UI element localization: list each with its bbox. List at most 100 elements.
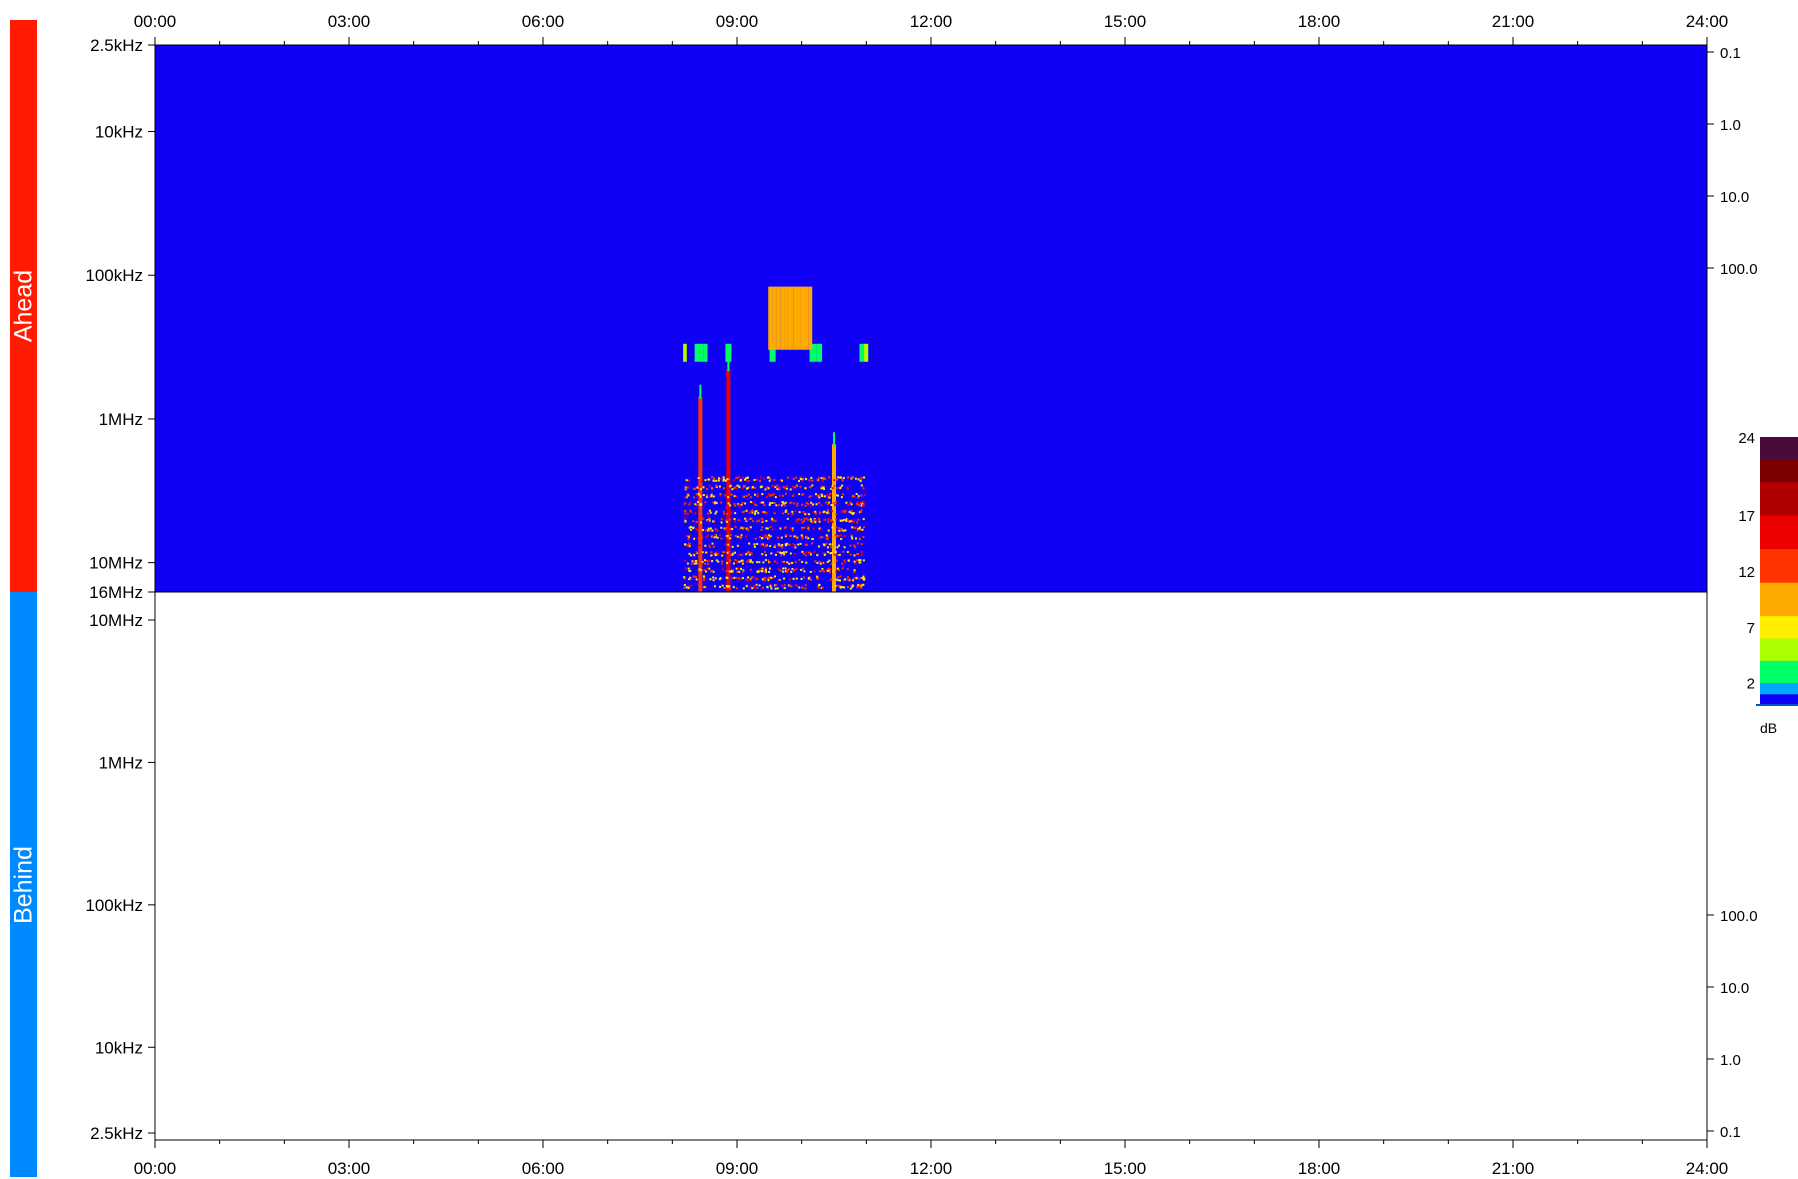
noise-dot <box>766 476 769 479</box>
x-tick-label-bottom: 09:00 <box>716 1159 759 1178</box>
noise-dot <box>799 542 802 545</box>
noise-dot <box>828 569 831 572</box>
noise-dot <box>720 521 723 524</box>
noise-dot <box>745 494 748 497</box>
noise-dot <box>825 511 828 514</box>
noise-dot <box>769 584 772 587</box>
noise-dot <box>761 544 764 547</box>
noise-dot <box>801 494 804 497</box>
noise-dot <box>784 561 787 564</box>
noise-dot <box>749 496 752 499</box>
noise-dot <box>827 501 830 504</box>
noise-dot <box>841 478 844 481</box>
noise-dot <box>822 476 825 479</box>
noise-dot <box>761 526 764 529</box>
noise-dot <box>683 503 686 506</box>
noise-dot <box>774 584 777 587</box>
noise-dot <box>705 496 708 499</box>
noise-dot <box>794 568 797 571</box>
noise-dot <box>779 551 782 554</box>
noise-dot <box>756 492 759 495</box>
noise-dot <box>827 503 830 506</box>
noise-dot <box>722 510 725 513</box>
noise-dot <box>840 529 843 532</box>
noise-dot <box>823 495 826 498</box>
noise-dot <box>746 551 749 554</box>
noise-dot <box>835 526 838 529</box>
noise-dot <box>822 486 825 489</box>
noise-dot <box>705 570 708 573</box>
noise-dot <box>721 560 724 563</box>
noise-dot <box>801 521 804 524</box>
noise-dot <box>746 487 749 490</box>
noise-dot <box>739 537 742 540</box>
noise-dot <box>714 534 717 537</box>
noise-dot <box>819 562 822 565</box>
noise-dot <box>731 577 734 580</box>
colorbar-step <box>1760 476 1798 483</box>
noise-dot <box>695 578 698 581</box>
noise-dot <box>774 553 777 556</box>
noise-dot <box>843 535 846 538</box>
band-segment <box>859 343 864 362</box>
noise-dot <box>791 527 794 530</box>
noise-dot <box>789 535 792 538</box>
noise-dot <box>692 526 695 529</box>
x-tick-label-top: 00:00 <box>134 12 177 31</box>
noise-dot <box>846 487 849 490</box>
noise-dot <box>703 586 706 589</box>
noise-dot <box>839 486 842 489</box>
noise-dot <box>779 479 782 482</box>
noise-dot <box>857 527 860 530</box>
noise-dot <box>714 479 717 482</box>
noise-dot <box>729 485 732 488</box>
noise-dot <box>695 550 698 553</box>
noise-dot <box>818 477 821 480</box>
noise-dot <box>856 501 859 504</box>
noise-dot <box>801 535 804 538</box>
burst-tip <box>833 432 835 447</box>
noise-dot <box>834 518 837 521</box>
colorbar-step <box>1760 598 1798 605</box>
noise-dot <box>860 543 863 546</box>
noise-dot <box>729 537 732 540</box>
noise-dot <box>801 478 804 481</box>
noise-dot <box>773 484 776 487</box>
noise-dot <box>764 554 767 557</box>
noise-dot <box>794 584 797 587</box>
noise-dot <box>712 576 715 579</box>
colorbar: 24 17 12 7 2 dB <box>1738 430 1798 736</box>
noise-dot <box>708 529 711 532</box>
noise-dot <box>735 587 738 590</box>
noise-dot <box>783 584 786 587</box>
noise-dot <box>784 511 787 514</box>
noise-dot <box>801 586 804 589</box>
noise-dot <box>804 487 807 490</box>
noise-dot <box>764 488 767 491</box>
noise-dot <box>697 569 700 572</box>
noise-dot <box>769 525 772 528</box>
noise-dot <box>704 559 707 562</box>
noise-dot <box>818 520 821 523</box>
noise-dot <box>722 479 725 482</box>
noise-dot <box>707 517 710 520</box>
noise-dot <box>800 568 803 571</box>
noise-dot <box>792 477 795 480</box>
noise-dot <box>821 568 824 571</box>
noise-dot <box>732 479 735 482</box>
noise-dot <box>787 512 790 515</box>
noise-dot <box>856 586 859 589</box>
noise-dot <box>688 542 691 545</box>
colorbar-step <box>1760 559 1798 566</box>
noise-dot <box>812 527 815 530</box>
noise-dot <box>762 501 765 504</box>
noise-dot <box>862 583 865 586</box>
noise-dot <box>759 476 762 479</box>
noise-dot <box>690 562 693 565</box>
noise-dot <box>753 478 756 481</box>
noise-dot <box>860 484 863 487</box>
noise-dot <box>798 558 801 561</box>
noise-dot <box>839 586 842 589</box>
noise-dot <box>748 542 751 545</box>
noise-dot <box>798 511 801 514</box>
